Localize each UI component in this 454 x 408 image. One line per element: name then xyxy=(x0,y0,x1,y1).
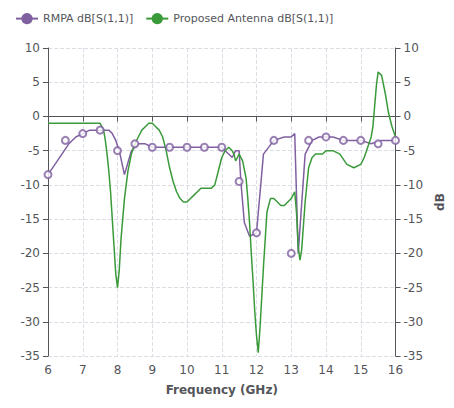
svg-text:RMPA dB[S(1,1)]: RMPA dB[S(1,1)] xyxy=(43,12,133,25)
svg-text:-15: -15 xyxy=(20,212,40,226)
svg-text:12: 12 xyxy=(249,363,264,377)
svg-text:-5: -5 xyxy=(28,144,40,158)
svg-text:10: 10 xyxy=(404,41,419,55)
svg-text:-10: -10 xyxy=(404,178,424,192)
svg-text:-35: -35 xyxy=(20,349,40,363)
svg-text:-30: -30 xyxy=(20,315,40,329)
svg-text:-5: -5 xyxy=(404,144,416,158)
svg-text:10: 10 xyxy=(25,41,40,55)
svg-text:7: 7 xyxy=(79,363,87,377)
svg-text:-10: -10 xyxy=(20,178,40,192)
svg-text:5: 5 xyxy=(32,75,40,89)
svg-text:11: 11 xyxy=(214,363,229,377)
svg-text:8: 8 xyxy=(114,363,122,377)
svg-text:-35: -35 xyxy=(404,349,424,363)
svg-text:-20: -20 xyxy=(404,246,424,260)
svg-text:14: 14 xyxy=(318,363,333,377)
svg-text:10: 10 xyxy=(179,363,194,377)
svg-text:Frequency (GHz): Frequency (GHz) xyxy=(166,383,278,397)
svg-text:0: 0 xyxy=(32,109,40,123)
svg-text:dB: dB xyxy=(433,193,447,211)
svg-text:-25: -25 xyxy=(404,281,424,295)
svg-text:9: 9 xyxy=(148,363,156,377)
svg-text:16: 16 xyxy=(388,363,403,377)
svg-text:-25: -25 xyxy=(20,281,40,295)
svg-text:Proposed Antenna dB[S(1,1)]: Proposed Antenna dB[S(1,1)] xyxy=(173,12,333,25)
svg-text:13: 13 xyxy=(284,363,299,377)
svg-text:0: 0 xyxy=(404,109,412,123)
svg-text:-30: -30 xyxy=(404,315,424,329)
svg-text:-20: -20 xyxy=(20,246,40,260)
svg-text:15: 15 xyxy=(353,363,368,377)
svg-text:-15: -15 xyxy=(404,212,424,226)
svg-text:6: 6 xyxy=(44,363,52,377)
svg-text:5: 5 xyxy=(404,75,412,89)
